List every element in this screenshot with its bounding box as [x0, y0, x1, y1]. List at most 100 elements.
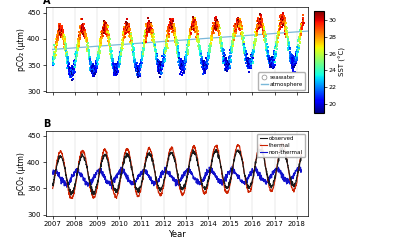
Point	[176, 54, 182, 58]
Point	[187, 35, 193, 39]
Point	[65, 62, 71, 66]
Point	[78, 30, 84, 34]
Point	[283, 21, 290, 25]
Point	[230, 38, 237, 42]
Point	[50, 55, 56, 59]
Point	[123, 25, 129, 29]
Point	[259, 19, 265, 23]
Point	[204, 58, 211, 62]
Point	[293, 53, 300, 57]
Point	[79, 30, 86, 33]
Point	[66, 68, 73, 72]
Point	[54, 37, 60, 41]
Point	[171, 22, 177, 26]
Point	[216, 31, 223, 35]
Point	[58, 29, 65, 33]
Point	[107, 49, 113, 53]
Point	[176, 61, 183, 64]
Point	[101, 24, 108, 28]
Point	[220, 48, 227, 52]
Point	[161, 56, 167, 60]
Point	[102, 22, 108, 26]
Point	[112, 63, 118, 67]
Point	[96, 53, 102, 57]
Point	[138, 61, 144, 64]
Point	[242, 49, 248, 53]
Point	[282, 27, 288, 31]
Point	[69, 69, 75, 73]
Point	[98, 35, 104, 39]
Point	[288, 61, 294, 64]
Point	[114, 69, 121, 73]
Point	[103, 30, 110, 34]
Point	[74, 47, 81, 51]
Point	[101, 19, 108, 23]
Point	[231, 30, 238, 34]
Point	[127, 27, 134, 31]
Point	[263, 42, 270, 46]
Point	[221, 56, 228, 60]
Point	[178, 67, 184, 71]
Point	[134, 69, 140, 73]
Point	[225, 62, 231, 66]
Point	[133, 66, 140, 70]
Point	[245, 61, 251, 65]
Point	[262, 39, 268, 43]
Point	[210, 27, 216, 31]
Point	[131, 56, 137, 60]
Point	[121, 32, 127, 36]
Point	[292, 62, 298, 66]
Point	[118, 46, 124, 50]
Point	[252, 34, 258, 38]
Point	[271, 52, 277, 56]
Point	[90, 69, 97, 73]
Point	[204, 62, 210, 65]
Point	[134, 68, 140, 72]
Point	[215, 22, 221, 26]
Point	[72, 52, 79, 56]
Point	[85, 47, 92, 51]
Point	[97, 43, 104, 47]
Point	[291, 61, 297, 65]
Point	[267, 59, 274, 62]
Point	[82, 30, 88, 34]
Point	[234, 19, 240, 23]
Point	[190, 21, 196, 25]
Point	[192, 25, 199, 29]
Point	[168, 21, 175, 25]
Point	[98, 42, 104, 46]
Point	[80, 32, 87, 36]
Point	[188, 25, 194, 29]
Point	[263, 44, 270, 48]
Point	[156, 64, 163, 68]
Point	[57, 29, 63, 33]
Point	[177, 59, 183, 63]
Point	[193, 33, 200, 37]
Point	[208, 38, 215, 42]
Point	[290, 56, 296, 60]
Point	[128, 33, 134, 37]
Point	[71, 62, 78, 66]
Point	[69, 74, 76, 78]
Point	[209, 32, 215, 36]
Point	[234, 25, 240, 29]
Point	[189, 23, 196, 27]
Point	[101, 21, 107, 25]
Point	[218, 35, 224, 39]
Point	[115, 62, 122, 66]
Point	[58, 35, 64, 39]
Point	[65, 57, 71, 61]
Point	[94, 56, 101, 60]
Point	[221, 59, 228, 63]
Point	[97, 37, 104, 41]
Point	[192, 28, 198, 32]
Point	[263, 39, 270, 43]
Point	[174, 43, 180, 47]
Point	[121, 33, 128, 37]
Point	[208, 36, 215, 40]
Point	[282, 25, 288, 29]
Point	[274, 35, 280, 39]
Point	[250, 48, 256, 52]
Point	[244, 59, 251, 63]
Point	[279, 17, 285, 21]
